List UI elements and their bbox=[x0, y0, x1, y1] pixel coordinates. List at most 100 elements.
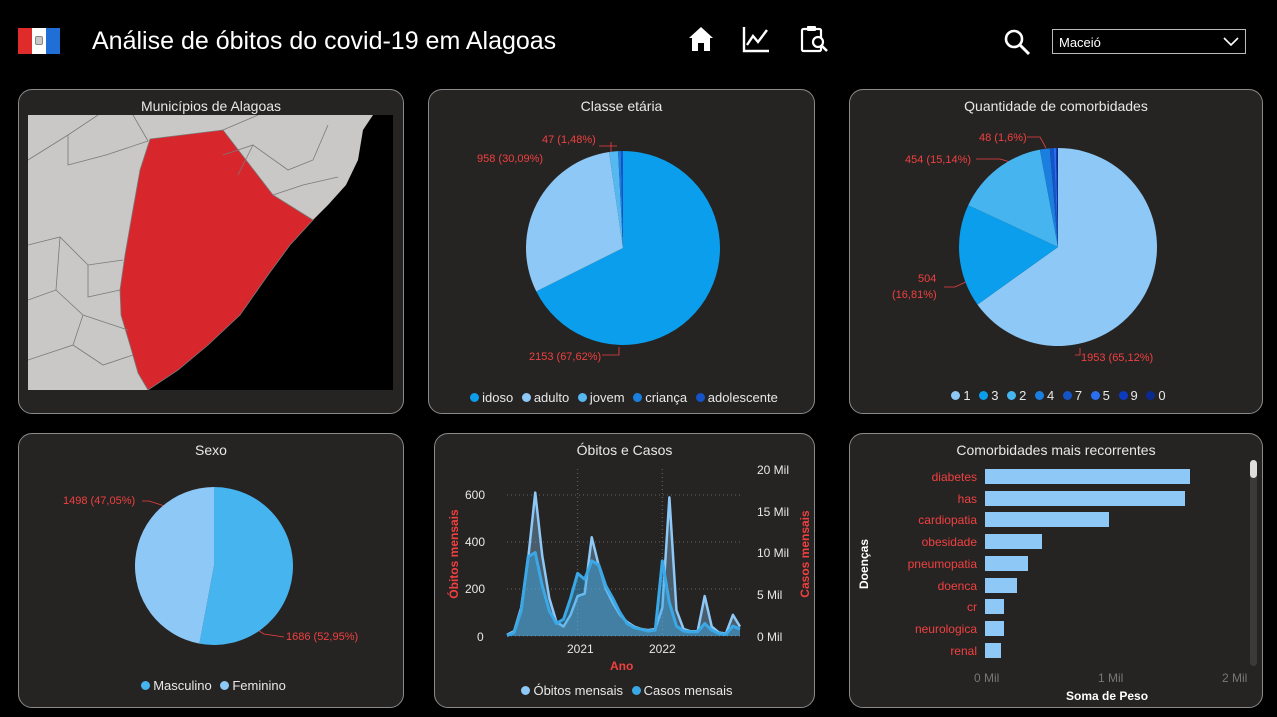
bar-category-label: obesidade bbox=[921, 535, 977, 550]
age-label-adulto: 958 (30,09%) bbox=[477, 153, 544, 165]
comorb-label-3-percent: (16,81%) bbox=[892, 289, 937, 301]
age-slice-crianca[interactable] bbox=[618, 151, 623, 248]
x-tick: 0 Mil bbox=[974, 671, 1000, 685]
age-label-jovem: 47 (1,48%) bbox=[542, 134, 596, 146]
bar-category-label: cr bbox=[967, 600, 977, 615]
alagoas-flag-logo bbox=[18, 28, 60, 54]
sex-label-masculino: 1686 (52,95%) bbox=[286, 631, 359, 643]
x-axis-label: Ano bbox=[610, 659, 634, 673]
legend-item-adulto: adulto bbox=[517, 390, 569, 405]
age-class-card: Classe etária 958 (30,09%) 47 (1,48%) 21… bbox=[428, 89, 815, 414]
age-slice-idoso[interactable] bbox=[536, 151, 720, 345]
legend-item-crianca: criança bbox=[628, 390, 687, 405]
municipio-select[interactable]: Maceió bbox=[1052, 29, 1246, 54]
comorb-label-4: 48 (1,6%) bbox=[979, 132, 1027, 144]
legend-item-masculino: Masculino bbox=[136, 678, 212, 693]
comorb-slice-3[interactable] bbox=[959, 205, 1058, 305]
comorb-slice-5[interactable] bbox=[1053, 148, 1058, 247]
right-tick: 0 Mil bbox=[757, 630, 783, 644]
top-comorbidities-card: Comorbidades mais recorrentes Doenças di… bbox=[849, 433, 1263, 708]
comorb-slice-9[interactable] bbox=[1055, 148, 1058, 247]
bar-neurologica[interactable] bbox=[985, 620, 1004, 636]
top-comorbidities-bar-chart[interactable]: diabetes has cardiopatia obesidade pneumopat… bbox=[850, 434, 1264, 709]
sex-slice-feminino[interactable] bbox=[134, 487, 214, 644]
age-class-title: Classe etária bbox=[580, 98, 663, 114]
bar-cr[interactable] bbox=[985, 599, 1005, 615]
bar-category-label: cardiopatia bbox=[918, 513, 977, 528]
bar-category-label: has bbox=[957, 491, 977, 506]
map-card: Municípios de Alagoas bbox=[18, 89, 404, 414]
deaths-cases-card: Óbitos e Casos 600 400 200 0 20 Mil 15 M… bbox=[434, 433, 815, 708]
sex-label-feminino: 1498 (47,05%) bbox=[63, 495, 136, 507]
right-tick: 15 Mil bbox=[757, 505, 790, 519]
deaths-cases-legend: Óbitos mensais Casos mensais bbox=[435, 683, 814, 698]
map-title: Municípios de Alagoas bbox=[140, 98, 282, 114]
age-class-pie-chart[interactable] bbox=[429, 90, 816, 415]
right-tick: 10 Mil bbox=[757, 546, 790, 560]
x-tick-2022: 2022 bbox=[649, 642, 676, 656]
y-axis-left-label: Óbitos mensais bbox=[447, 509, 461, 599]
sex-legend: Masculino Feminino bbox=[19, 678, 403, 693]
sex-card: Sexo 1498 (47,05%) 1686 (52,95%) Masculi… bbox=[18, 433, 404, 708]
chevron-down-icon bbox=[1223, 37, 1239, 47]
maceio-region bbox=[119, 129, 314, 390]
comorbidity-count-title: Quantidade de comorbidades bbox=[964, 98, 1148, 114]
legend-item-casos: Casos mensais bbox=[627, 683, 733, 698]
left-tick: 0 bbox=[477, 630, 484, 644]
age-slice-adulto[interactable] bbox=[526, 152, 623, 292]
header-bar: Análise de óbitos do covid-19 em Alagoas… bbox=[0, 0, 1277, 82]
legend-item-idoso: idoso bbox=[465, 390, 513, 405]
legend-item-jovem: jovem bbox=[573, 390, 625, 405]
bar-renal[interactable] bbox=[985, 642, 1001, 658]
bar-cardiopatia[interactable] bbox=[985, 512, 1109, 528]
home-icon[interactable] bbox=[686, 24, 716, 54]
scrollbar[interactable] bbox=[1250, 460, 1257, 666]
comorb-label-3-value: 504 bbox=[918, 273, 937, 285]
page-title: Análise de óbitos do covid-19 em Alagoas bbox=[92, 27, 557, 55]
comorb-slice-2[interactable] bbox=[968, 149, 1058, 247]
bar-obesidade[interactable] bbox=[985, 534, 1043, 550]
sex-pie-chart[interactable] bbox=[19, 434, 405, 709]
left-tick: 600 bbox=[465, 488, 486, 502]
clipboard-search-icon[interactable] bbox=[799, 24, 829, 54]
x-tick: 1 Mil bbox=[1098, 671, 1124, 685]
right-tick: 5 Mil bbox=[757, 588, 783, 602]
comorb-slice-7[interactable] bbox=[1049, 148, 1058, 247]
deaths-cases-title: Óbitos e Casos bbox=[576, 442, 673, 458]
bar-pneumopatia[interactable] bbox=[985, 555, 1029, 571]
comorb-slice-0[interactable] bbox=[1057, 148, 1058, 247]
bar-has[interactable] bbox=[985, 490, 1185, 506]
legend-item-adolescente: adolescente bbox=[691, 390, 778, 405]
age-label-idoso: 2153 (67,62%) bbox=[529, 351, 602, 363]
bar-category-label: neurologica bbox=[914, 621, 977, 636]
age-class-legend: idoso adulto jovem criança adolescente bbox=[429, 390, 814, 405]
bar-category-label: renal bbox=[950, 643, 977, 658]
x-tick-2021: 2021 bbox=[567, 642, 594, 656]
scrollbar-thumb[interactable] bbox=[1250, 460, 1257, 478]
bar-doenca[interactable] bbox=[985, 577, 1017, 593]
age-slice-adolescente[interactable] bbox=[620, 151, 623, 248]
sex-title: Sexo bbox=[195, 442, 227, 458]
bar-category-label: doenca bbox=[937, 578, 977, 593]
y-axis-right-label: Casos mensais bbox=[798, 510, 812, 598]
age-slice-jovem[interactable] bbox=[609, 151, 623, 248]
comorbidity-count-card: Quantidade de comorbidades 48 (1,6%) 454… bbox=[849, 89, 1263, 414]
search-icon[interactable] bbox=[1003, 28, 1031, 56]
comorb-label-2: 454 (15,14%) bbox=[905, 154, 972, 166]
bar-diabetes[interactable] bbox=[985, 469, 1190, 484]
casos-series-line[interactable] bbox=[506, 551, 741, 637]
comorbidity-count-legend: 1 3 2 4 7 5 9 0 bbox=[850, 388, 1262, 403]
comorb-slice-1[interactable] bbox=[977, 148, 1157, 346]
sex-slice-masculino[interactable] bbox=[199, 487, 293, 645]
municipality-borders bbox=[28, 115, 339, 366]
alagoas-map[interactable] bbox=[28, 115, 393, 390]
deaths-cases-line-chart[interactable] bbox=[435, 434, 816, 709]
comorb-slice-4[interactable] bbox=[1039, 148, 1058, 247]
comorbidity-count-pie-chart[interactable] bbox=[850, 90, 1264, 415]
x-axis-label: Soma de Peso bbox=[1066, 689, 1149, 703]
line-chart-icon[interactable] bbox=[741, 24, 771, 54]
left-tick: 400 bbox=[465, 535, 486, 549]
right-tick: 20 Mil bbox=[757, 463, 790, 477]
bar-category-label: pneumopatia bbox=[907, 556, 977, 571]
legend-item-obitos: Óbitos mensais bbox=[516, 683, 623, 698]
